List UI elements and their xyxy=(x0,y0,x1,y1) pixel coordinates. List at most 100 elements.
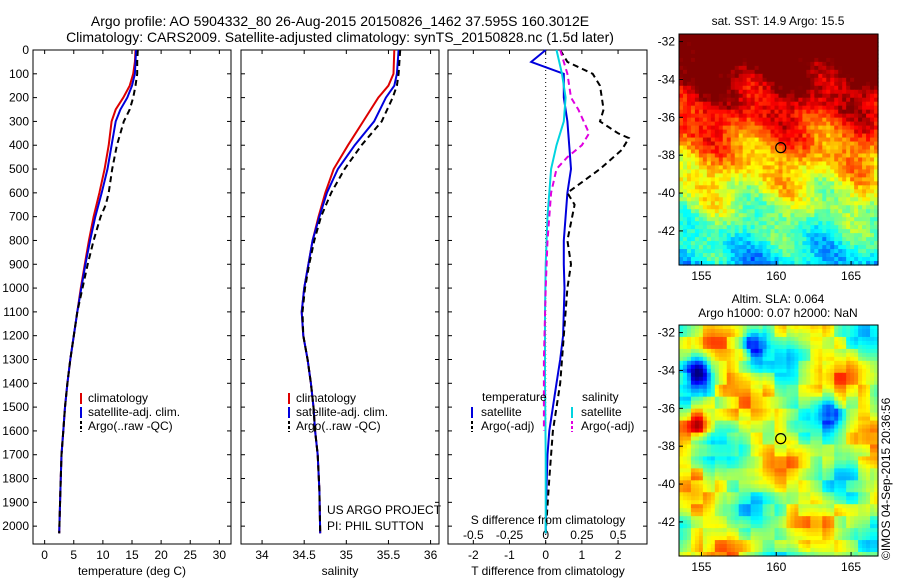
heatmap-cell xyxy=(690,209,696,214)
heatmap-cell xyxy=(738,34,744,39)
heatmap-cell xyxy=(790,61,796,67)
heatmap-cell xyxy=(679,416,684,422)
heatmap-cell xyxy=(702,440,708,446)
heatmap-cell xyxy=(782,165,788,171)
heatmap-cell xyxy=(806,129,811,135)
heatmap-cell xyxy=(794,348,799,354)
heatmap-cell xyxy=(802,97,807,103)
heatmap-cell xyxy=(766,384,772,390)
heatmap-cell xyxy=(850,217,855,222)
heatmap-cell xyxy=(838,384,843,390)
heatmap-cell xyxy=(762,121,768,127)
heatmap-cell xyxy=(774,257,780,262)
heatmap-cell xyxy=(866,185,871,190)
heatmap-cell xyxy=(826,344,831,350)
heatmap-cell xyxy=(714,189,720,194)
heatmap-cell xyxy=(682,69,688,75)
heatmap-cell xyxy=(694,460,700,465)
heatmap-cell xyxy=(766,424,772,430)
heatmap-cell xyxy=(679,372,684,378)
heatmap-cell xyxy=(790,141,796,147)
heatmap-cell xyxy=(874,456,879,462)
heatmap-cell xyxy=(754,205,760,210)
heatmap-cell xyxy=(846,424,851,430)
heatmap-cell xyxy=(754,113,760,119)
heatmap-cell xyxy=(734,133,740,139)
heatmap-cell xyxy=(842,105,847,111)
heatmap-cell xyxy=(866,73,871,79)
heatmap-cell xyxy=(718,157,724,163)
heatmap-cell xyxy=(826,444,831,450)
heatmap-cell xyxy=(754,193,760,198)
heatmap-cell xyxy=(746,408,752,414)
heatmap-cell xyxy=(734,404,740,410)
heatmap-cell xyxy=(738,229,744,234)
heatmap-cell xyxy=(806,356,811,362)
heatmap-cell xyxy=(850,141,855,147)
heatmap-cell xyxy=(778,197,784,202)
heatmap-cell xyxy=(858,85,863,91)
heatmap-cell xyxy=(810,384,815,390)
heatmap-cell xyxy=(774,237,780,242)
heatmap-cell xyxy=(802,69,807,75)
heatmap-cell xyxy=(862,332,867,338)
heatmap-cell xyxy=(866,34,871,39)
heatmap-cell xyxy=(854,233,859,238)
heatmap-cell xyxy=(758,77,764,83)
heatmap-cell xyxy=(714,237,720,242)
heatmap-cell xyxy=(702,233,708,238)
heatmap-cell xyxy=(806,89,811,95)
heatmap-cell xyxy=(679,396,684,402)
heatmap-cell xyxy=(814,109,819,115)
heatmap-cell xyxy=(838,177,843,182)
heatmap-cell xyxy=(870,89,875,95)
heatmap-cell xyxy=(850,368,855,374)
heatmap-cell xyxy=(754,69,760,75)
heatmap-cell xyxy=(734,221,740,226)
heatmap-cell xyxy=(866,364,871,370)
heatmap-cell xyxy=(750,69,756,75)
sla-map-title: Altim. SLA: 0.064 xyxy=(732,292,825,306)
heatmap-cell xyxy=(758,41,764,47)
heatmap-cell xyxy=(838,181,843,186)
heatmap-cell xyxy=(778,440,784,446)
heatmap-cell xyxy=(758,89,764,95)
heatmap-cell xyxy=(722,408,728,414)
heatmap-cell xyxy=(874,85,879,91)
heatmap-cell xyxy=(710,125,716,131)
heatmap-cell xyxy=(838,153,843,159)
heatmap-cell xyxy=(778,452,784,458)
heatmap-cell xyxy=(750,165,756,171)
heatmap-cell xyxy=(742,157,748,163)
heatmap-cell xyxy=(794,241,799,246)
heatmap-cell xyxy=(770,416,776,422)
heatmap-cell xyxy=(846,34,851,39)
heatmap-cell xyxy=(826,416,831,422)
heatmap-cell xyxy=(854,372,859,378)
heatmap-cell xyxy=(706,452,712,458)
heatmap-cell xyxy=(698,129,704,135)
heatmap-cell xyxy=(738,261,744,266)
heatmap-cell xyxy=(714,117,720,123)
heatmap-cell xyxy=(850,113,855,119)
heatmap-cell xyxy=(846,49,851,55)
heatmap-cell xyxy=(858,201,863,206)
heatmap-cell xyxy=(762,444,768,450)
heatmap-cell xyxy=(686,101,692,107)
heatmap-cell xyxy=(778,193,784,198)
heatmap-cell xyxy=(846,360,851,366)
heatmap-cell xyxy=(810,133,815,139)
heatmap-cell xyxy=(870,37,875,43)
heatmap-cell xyxy=(798,189,803,194)
heatmap-cell xyxy=(754,440,760,446)
heatmap-cell xyxy=(790,412,796,418)
heatmap-cell xyxy=(818,105,823,111)
heatmap-cell xyxy=(778,245,784,250)
heatmap-cell xyxy=(858,97,863,103)
heatmap-cell xyxy=(822,448,827,454)
heatmap-cell xyxy=(778,424,784,430)
heatmap-cell xyxy=(858,169,863,174)
heatmap-cell xyxy=(846,440,851,446)
heatmap-cell xyxy=(830,245,835,250)
heatmap-cell xyxy=(794,400,799,406)
